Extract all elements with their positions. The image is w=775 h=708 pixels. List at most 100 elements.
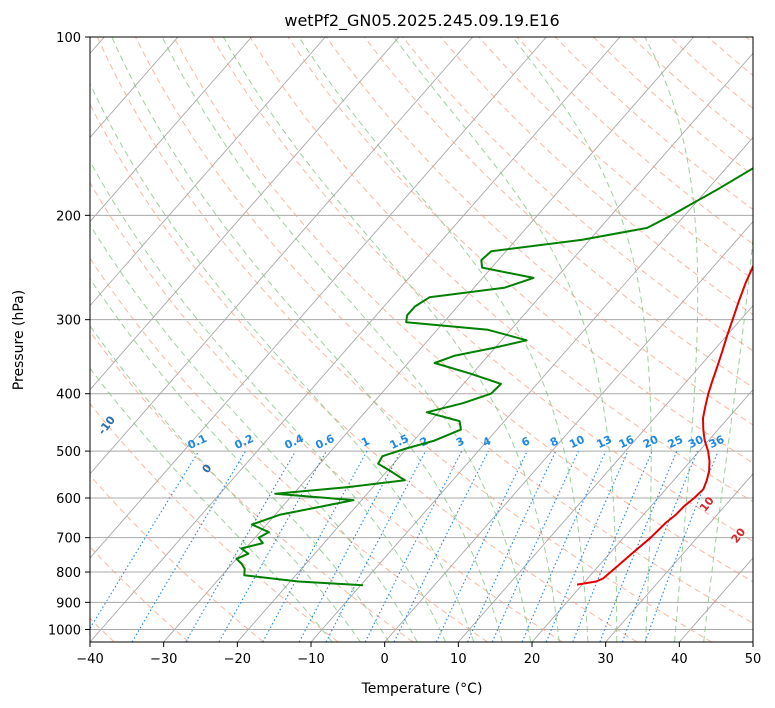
x-axis-label: Temperature (°C) [361, 681, 483, 697]
isotherm-line [752, 641, 753, 642]
mixing-ratio-line [491, 450, 579, 642]
dry-adiabat-line [96, 37, 712, 642]
plot-area: 0.10.20.40.611.52346810131620253036-100-… [90, 37, 775, 642]
y-tick-label: 500 [56, 445, 81, 460]
dry-adiabat-line [745, 37, 753, 44]
isotherm-line [310, 136, 753, 642]
x-tick-label: 20 [524, 652, 541, 667]
x-tick-label: −40 [76, 652, 103, 667]
moist-adiabat-line [90, 325, 361, 642]
moist-adiabat-line [90, 223, 418, 642]
dry-adiabat-line [440, 37, 753, 316]
isotherm-line [90, 37, 547, 559]
isotherm-line [531, 389, 753, 642]
mixing-ratio-line [218, 450, 327, 642]
mixing-ratio-label: 10 [567, 433, 587, 451]
mixing-ratio-label: 36 [707, 433, 727, 451]
x-tick-label: 30 [597, 652, 614, 667]
dry-adiabat-line [287, 37, 753, 464]
mixing-ratio-label: 0.4 [283, 432, 306, 452]
mixing-ratio-label: 30 [686, 433, 706, 451]
y-tick-label: 400 [56, 388, 81, 403]
mixing-ratio-line [644, 450, 719, 642]
moist-adiabat-line [298, 37, 589, 642]
mixing-ratio-line [90, 450, 200, 630]
moist-adiabat-line [644, 37, 699, 642]
mixing-ratio-line [185, 450, 297, 642]
x-tick-label: 10 [450, 652, 467, 667]
mixing-ratio-line [393, 450, 489, 642]
isobar-grid [90, 37, 753, 630]
x-tick-label: −10 [297, 652, 324, 667]
moist-adiabat-label: 10 [697, 494, 717, 514]
y-axis-label: Pressure (hPa) [11, 290, 27, 390]
x-tick-label: 50 [745, 652, 762, 667]
mixing-ratio-label: 1 [359, 434, 371, 449]
isotherm-line [236, 52, 753, 642]
x-tick-label: −30 [150, 652, 177, 667]
isotherm-line [90, 37, 326, 307]
dry-adiabat-line [90, 257, 488, 642]
x-tick-label: 0 [381, 652, 389, 667]
dry-adiabats [90, 37, 753, 642]
mixing-ratio-line [599, 450, 678, 642]
mixing-ratio-line [435, 450, 528, 642]
adiabat-labels: 0.10.20.40.611.52346810131620253036-100-… [96, 413, 775, 573]
dry-adiabat-line [90, 474, 264, 642]
moist-adiabat-line [90, 277, 390, 642]
isotherm-line [457, 304, 753, 642]
moist-adiabat-line [512, 37, 652, 642]
temperature-line [576, 264, 753, 586]
isotherm-line [163, 37, 694, 642]
y-tick-label: 200 [56, 209, 81, 224]
moist-adiabat-line [222, 37, 560, 642]
isotherm-line [384, 220, 753, 642]
mixing-ratio-line [572, 450, 653, 642]
dry-adiabat-label: -10 [96, 413, 119, 437]
mixing-ratio-label: 0.2 [233, 432, 256, 452]
moist-adiabat-line [703, 232, 753, 642]
mixing-ratio-label: 20 [641, 433, 661, 451]
dry-adiabat-line [90, 103, 638, 642]
dewpoint-line [235, 167, 753, 587]
y-tick-label: 600 [56, 492, 81, 507]
moist-adiabat-line [111, 37, 503, 642]
mixing-ratio-line [262, 450, 368, 642]
dry-adiabat-line [90, 546, 190, 642]
mixing-ratio-line [325, 450, 427, 642]
y-tick-label: 300 [56, 314, 81, 329]
mixing-ratio-label: 16 [617, 433, 637, 451]
isotherm-line [90, 37, 473, 475]
y-tick-label: 900 [56, 596, 81, 611]
mixing-ratio-line [298, 450, 402, 642]
moist-adiabat-label: 30 [763, 553, 775, 573]
mixing-ratio-label: 6 [520, 434, 533, 449]
mixing-ratio-line [364, 450, 463, 642]
dry-adiabat-line [173, 37, 753, 583]
dry-adiabat-line [249, 37, 753, 503]
plot-frame [89, 36, 754, 643]
dry-adiabat-line [211, 37, 753, 542]
mixing-ratio-line [521, 450, 607, 642]
mixing-ratio-line [545, 450, 629, 642]
dry-adiabat-line [90, 402, 339, 642]
y-tick-label: 100 [56, 31, 81, 46]
mixing-ratio-label: 0.1 [186, 432, 209, 452]
isotherm-line [90, 37, 252, 223]
isotherm-line [90, 37, 400, 391]
mixing-ratio-label: 3 [454, 434, 466, 449]
moist-adiabat-line [90, 82, 475, 642]
y-axis-ticks: 100 200 300 400 500 600 700 800 900 1000 [48, 31, 90, 638]
moist-adiabats [90, 37, 753, 642]
moist-adiabat-line [90, 367, 333, 642]
mixing-ratio-lines [90, 450, 719, 642]
y-tick-label: 700 [56, 532, 81, 547]
x-tick-label: −20 [224, 652, 251, 667]
moist-adiabat-line [393, 37, 618, 642]
dry-adiabat-line [325, 37, 753, 426]
isotherm-line [90, 37, 621, 642]
dry-adiabat-line [135, 37, 753, 624]
y-tick-label: 800 [56, 566, 81, 581]
